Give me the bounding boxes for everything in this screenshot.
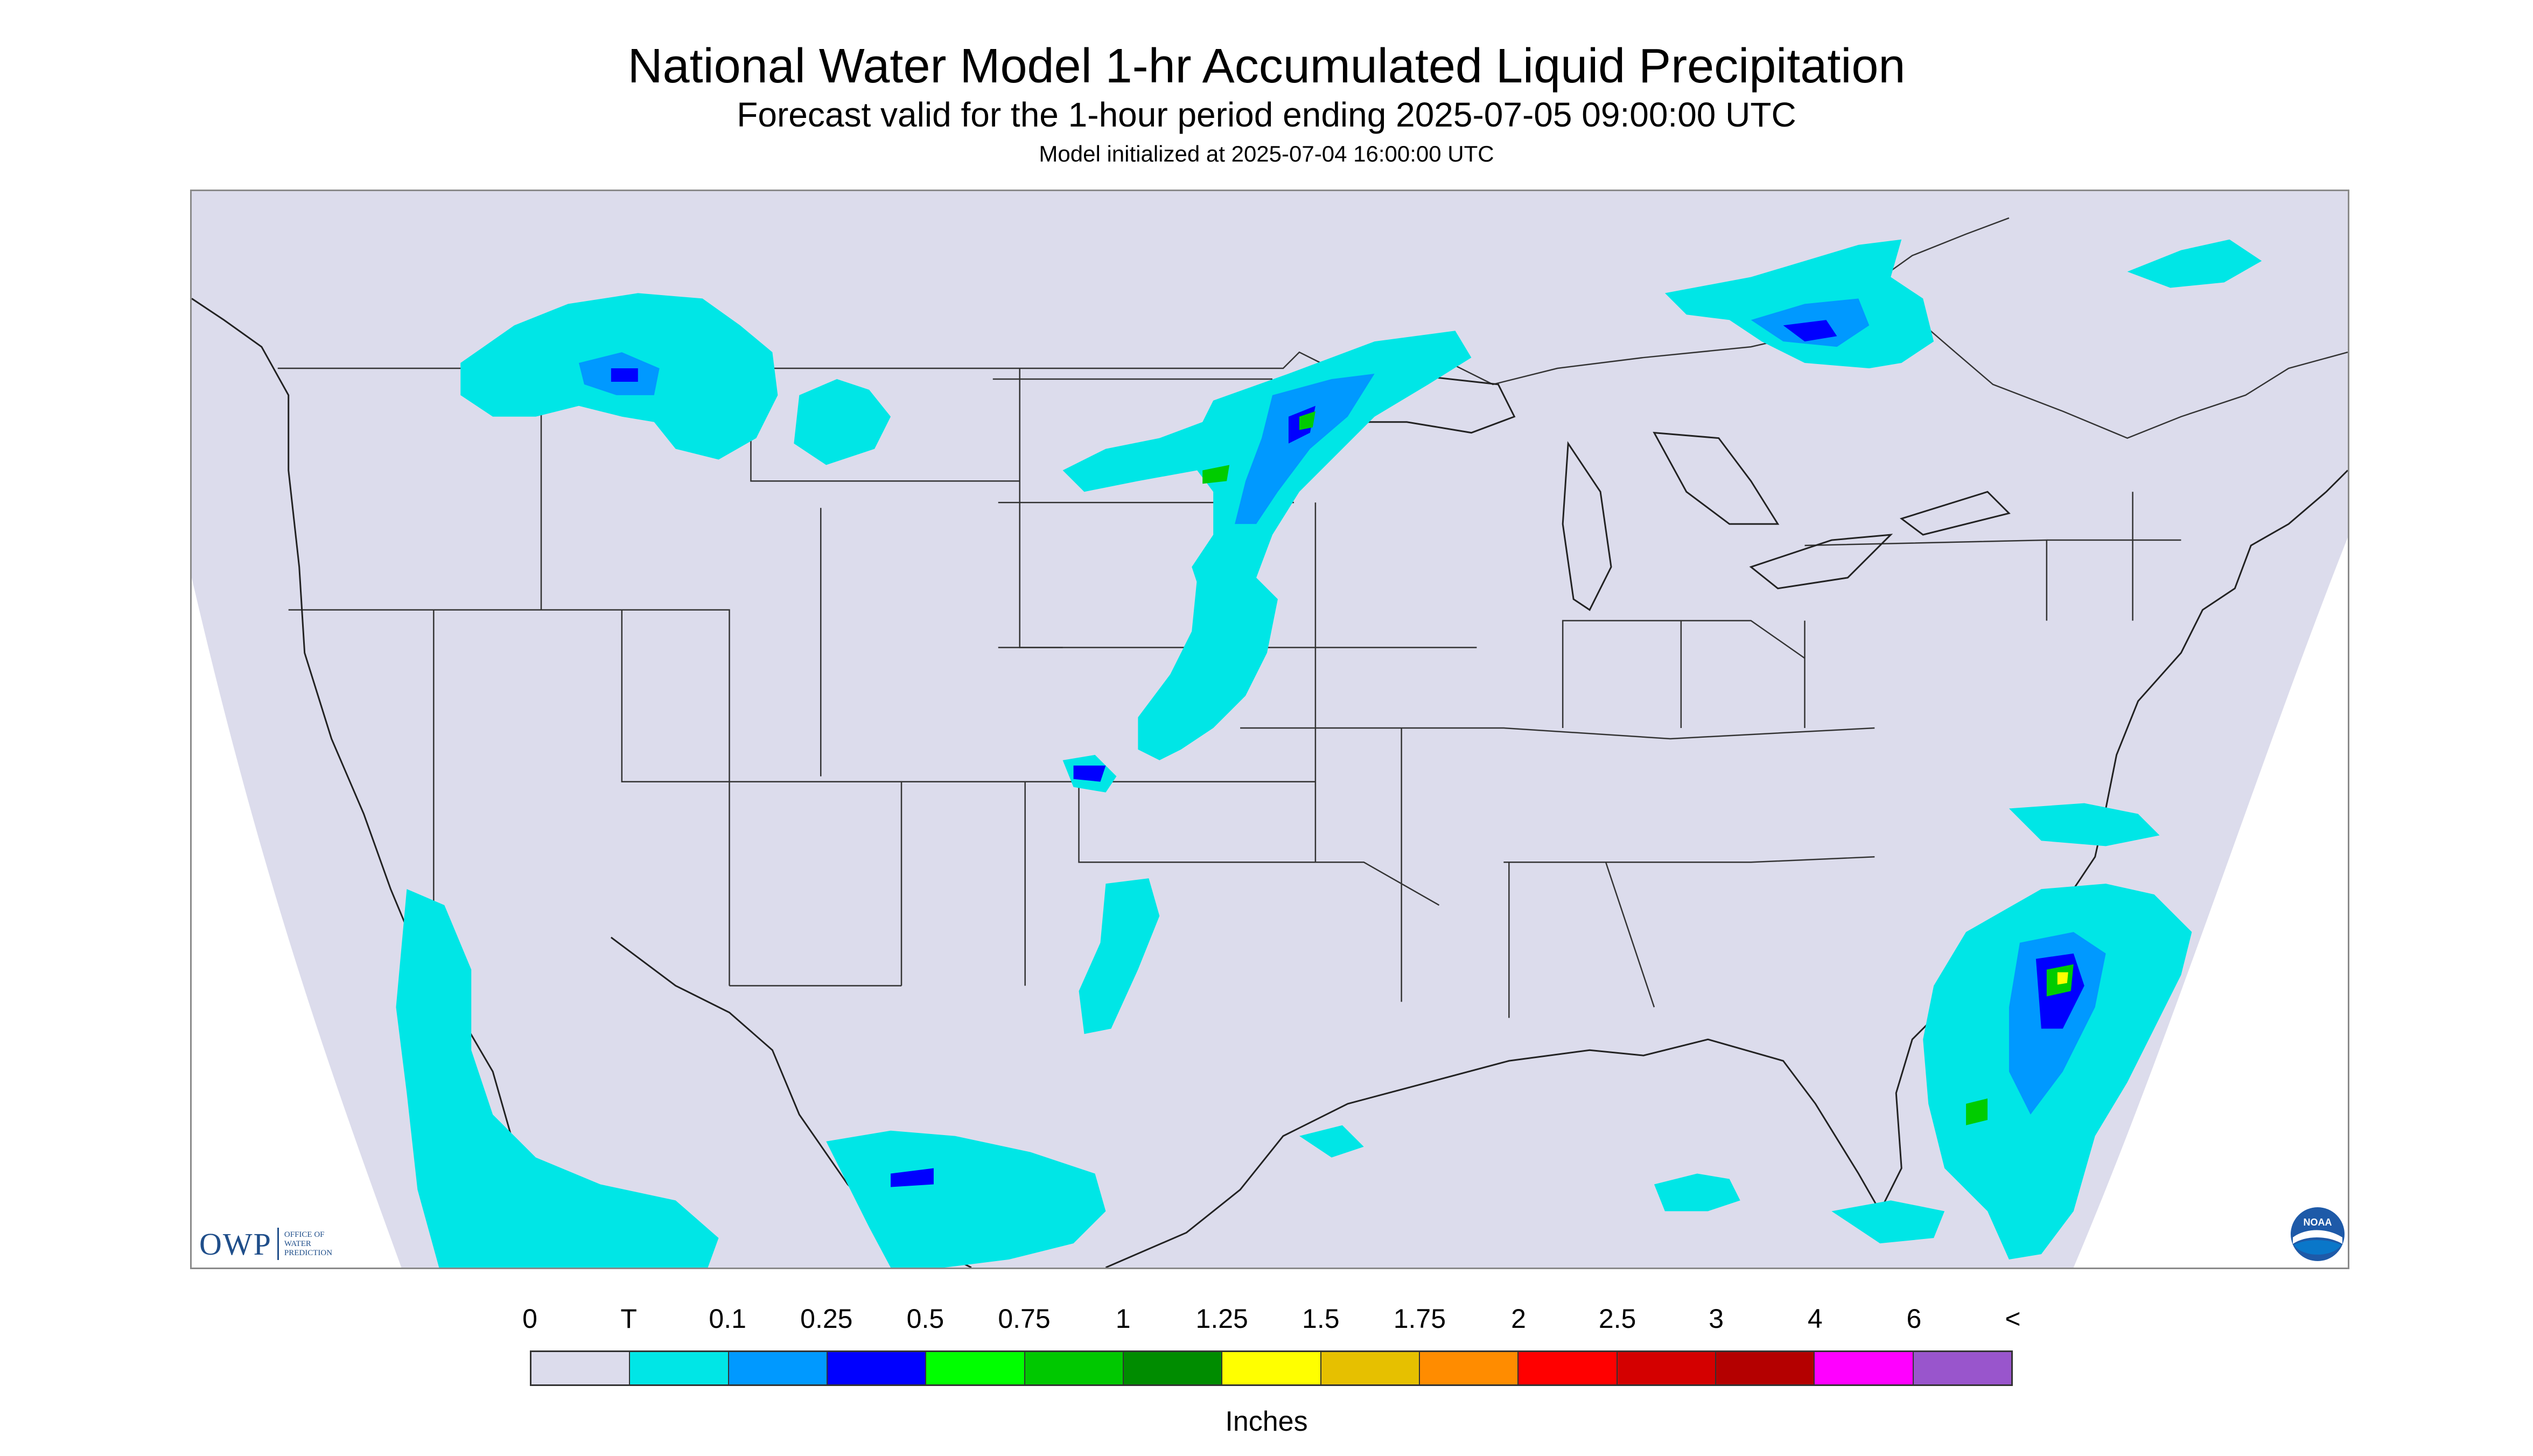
legend-swatch [1617, 1352, 1716, 1384]
legend-swatch [1222, 1352, 1321, 1384]
legend-swatch [1321, 1352, 1420, 1384]
legend-label: 2 [1511, 1304, 1526, 1334]
map-title: National Water Model 1-hr Accumulated Li… [627, 39, 1906, 93]
legend-color-bar [530, 1350, 2013, 1386]
noaa-logo: NOAA [2291, 1207, 2345, 1261]
legend-swatch [729, 1352, 828, 1384]
legend-swatch [531, 1352, 631, 1384]
legend-swatch [1716, 1352, 1815, 1384]
owp-sub-line-2: WATER [284, 1239, 311, 1248]
model-init-time: Model initialized at 2025-07-04 16:00:00… [1039, 141, 1494, 166]
legend-swatch [630, 1352, 729, 1384]
boundaries [277, 217, 2348, 1018]
legend-swatch [1519, 1352, 1618, 1384]
legend-units: Inches [1225, 1406, 1308, 1437]
owp-logo-divider [277, 1228, 279, 1260]
legend-label: 0.75 [998, 1304, 1051, 1334]
legend-swatch [1123, 1352, 1223, 1384]
legend-swatch [1419, 1352, 1519, 1384]
legend-label: 4 [1807, 1304, 1823, 1334]
legend-label: 1.25 [1195, 1304, 1248, 1334]
owp-sub-line-1: OFFICE OF [284, 1230, 325, 1239]
legend-label: 1.75 [1393, 1304, 1446, 1334]
legend-label: 0 [522, 1304, 537, 1334]
legend-swatch [1913, 1352, 2011, 1384]
noaa-logo-text: NOAA [2304, 1217, 2332, 1228]
precipitation-map [190, 190, 2349, 1269]
legend-label: T [620, 1304, 637, 1334]
legend-swatch [1815, 1352, 1914, 1384]
legend-label: 0.1 [709, 1304, 746, 1334]
legend-label: < [2005, 1304, 2021, 1334]
owp-sub-line-3: PREDICTION [284, 1248, 333, 1257]
legend-swatch [827, 1352, 927, 1384]
legend-label: 6 [1906, 1304, 1922, 1334]
map-subtitle: Forecast valid for the 1-hour period end… [737, 95, 1796, 134]
legend-labels: 0 T 0.1 0.25 0.5 0.75 1 1.25 1.5 1.75 2 2.5 3 4 6 < [0, 1303, 2533, 1341]
model-domain [192, 191, 2348, 1268]
legend-label: 1.5 [1302, 1304, 1340, 1334]
legend-label: 0.5 [906, 1304, 944, 1334]
legend-swatch [1025, 1352, 1124, 1384]
legend-label: 2.5 [1598, 1304, 1636, 1334]
precipitation-areas [396, 239, 2262, 1268]
legend-label: 3 [1709, 1304, 1724, 1334]
legend-swatch [926, 1352, 1025, 1384]
owp-logo-text: OWP [199, 1226, 272, 1262]
owp-logo: OWP OFFICE OF WATER PREDICTION [199, 1222, 332, 1265]
legend-label: 0.25 [800, 1304, 853, 1334]
owp-logo-subtext: OFFICE OF WATER PREDICTION [284, 1230, 332, 1258]
legend-label: 1 [1115, 1304, 1131, 1334]
